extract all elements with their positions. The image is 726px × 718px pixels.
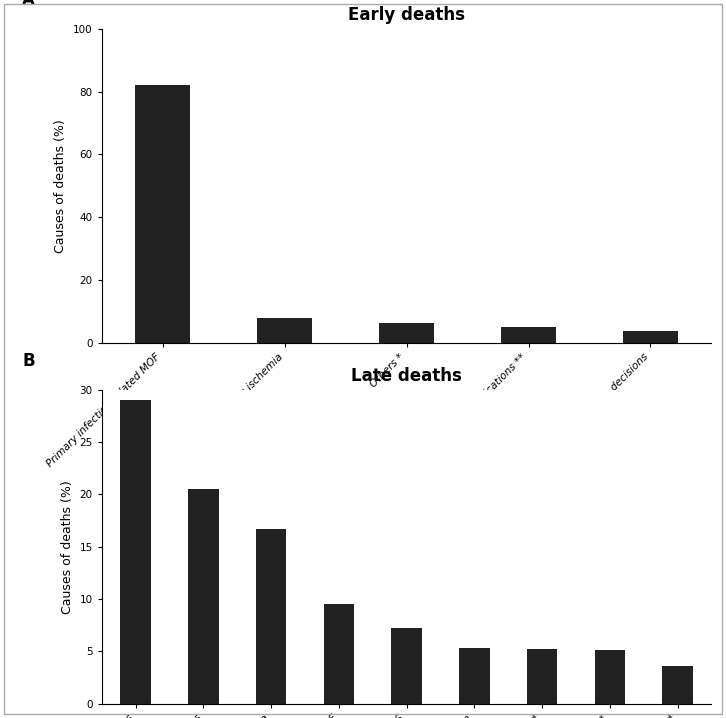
Bar: [135, 85, 190, 342]
Y-axis label: Causes of deaths (%): Causes of deaths (%): [61, 480, 74, 614]
Y-axis label: Causes of deaths (%): Causes of deaths (%): [54, 118, 68, 253]
Bar: [662, 666, 693, 704]
Text: B: B: [23, 352, 35, 370]
Text: A: A: [23, 0, 36, 9]
Bar: [121, 400, 151, 704]
Bar: [527, 649, 558, 704]
Bar: [391, 628, 422, 704]
Bar: [188, 489, 219, 704]
Bar: [256, 529, 286, 704]
Title: Late deaths: Late deaths: [351, 368, 462, 386]
Bar: [623, 331, 678, 342]
Title: Early deaths: Early deaths: [348, 6, 465, 24]
Bar: [257, 319, 312, 342]
Bar: [595, 651, 625, 704]
Bar: [459, 648, 489, 704]
Bar: [324, 605, 354, 704]
Bar: [501, 327, 556, 342]
Bar: [379, 322, 434, 342]
